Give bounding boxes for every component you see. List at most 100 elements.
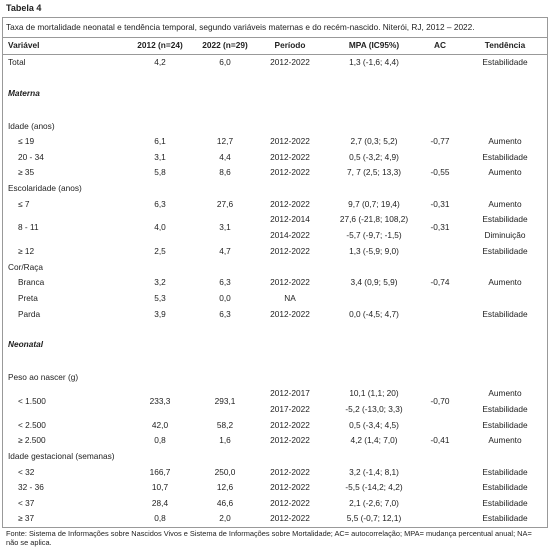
cell: Estabilidade <box>482 57 528 67</box>
rule <box>2 37 548 38</box>
row-label: < 1.500 <box>18 396 46 406</box>
cell: 3,1 <box>219 222 231 233</box>
section-label: Neonatal <box>8 339 44 350</box>
column-header: Período <box>274 40 306 50</box>
group-label: Idade (anos) <box>8 120 55 131</box>
cell: 2012-2022 <box>270 497 310 508</box>
column-header: MPA (IC95%) <box>348 40 400 50</box>
cell: 0,5 (-3,2; 4,9) <box>349 151 399 162</box>
column-header: AC <box>434 40 446 50</box>
rule <box>2 54 548 55</box>
cell: -0,31 <box>430 198 450 209</box>
cell: 58,2 <box>216 419 234 430</box>
cell: Aumento <box>488 277 522 288</box>
group-label: Peso ao nascer (g) <box>8 372 79 383</box>
row-label: 20 - 34 <box>18 151 44 162</box>
cell: -5,2 (-13,0; 3,3) <box>345 404 403 414</box>
row-label: ≥ 2.500 <box>18 435 46 446</box>
cell: 2,1 (-2,6; 7,0) <box>349 497 399 508</box>
cell: 2012-2022 <box>270 435 310 446</box>
cell: 2012-2022 <box>270 198 310 209</box>
cell: 46,6 <box>216 497 234 508</box>
row-label: Parda <box>18 308 41 319</box>
cell: Aumento <box>488 167 522 178</box>
row-label: 32 - 36 <box>18 482 44 493</box>
cell: 6,3 <box>219 277 231 288</box>
cell: 0,5 (-3,4; 4,5) <box>349 419 399 430</box>
cell: -0,55 <box>430 167 450 178</box>
cell: Estabilidade <box>482 214 528 225</box>
cell: Estabilidade <box>482 419 528 430</box>
cell: Aumento <box>488 435 522 446</box>
cell: 2012-2022 <box>270 136 310 147</box>
cell: 0,0 (-4,5; 4,7) <box>349 308 399 319</box>
cell: 2,7 (0,3; 5,2) <box>350 136 398 147</box>
cell: 4,4 <box>219 151 231 162</box>
cell: Diminuição <box>484 230 526 241</box>
cell: 4,2 (1,4; 7,0) <box>350 435 398 446</box>
cell: 2012-2022 <box>270 482 310 493</box>
cell: 42,0 <box>151 419 169 430</box>
cell: Aumento <box>488 198 522 209</box>
cell: 0,8 <box>154 513 166 524</box>
cell: 2012-2022 <box>270 308 310 319</box>
cell: 1,3 (-5,9; 9,0) <box>349 246 399 257</box>
row-label: 8 - 11 <box>18 222 39 233</box>
cell: 10,7 <box>151 482 169 493</box>
cell: 28,4 <box>151 497 169 508</box>
cell: Estabilidade <box>482 466 528 477</box>
cell: 8,6 <box>219 167 231 178</box>
section-label: Materna <box>8 87 40 98</box>
cell: -5,5 (-14,2; 4,2) <box>345 482 403 493</box>
cell: 2012-2017 <box>270 388 310 398</box>
footnote: Fonte: Sistema de Informações sobre Nasc… <box>6 529 532 547</box>
cell: Estabilidade <box>482 404 528 414</box>
row-label: < 2.500 <box>18 419 46 430</box>
cell: 4,2 <box>154 57 166 67</box>
row-label: Total <box>8 57 26 67</box>
cell: Estabilidade <box>482 513 528 524</box>
cell: 2012-2022 <box>270 419 310 430</box>
cell: Aumento <box>488 136 522 147</box>
cell: -0,41 <box>430 435 450 446</box>
cell: 2012-2022 <box>270 167 310 178</box>
cell: -0,70 <box>430 396 450 406</box>
cell: Estabilidade <box>482 151 528 162</box>
table-label: Tabela 4 <box>6 3 42 13</box>
column-header: 2012 (n=24) <box>137 40 183 50</box>
column-header: Variável <box>8 40 40 50</box>
cell: 4,7 <box>219 246 231 257</box>
cell: Estabilidade <box>482 308 528 319</box>
cell: 3,2 (-1,4; 8,1) <box>349 466 399 477</box>
cell: 4,0 <box>154 222 166 233</box>
cell: 2,5 <box>154 246 166 257</box>
table-caption: Taxa de mortalidade neonatal e tendência… <box>6 22 475 32</box>
cell: NA <box>284 293 296 303</box>
cell: 2012-2022 <box>270 151 310 162</box>
cell: 6,0 <box>219 57 231 67</box>
cell: 6,3 <box>219 308 231 319</box>
cell: 27,6 <box>216 198 234 209</box>
cell: 2017-2022 <box>270 404 310 414</box>
cell: 7, 7 (2,5; 13,3) <box>347 167 401 178</box>
cell: 2012-2022 <box>270 246 310 257</box>
row-label: ≤ 19 <box>18 136 35 147</box>
cell: 293,1 <box>214 396 236 406</box>
cell: 2012-2022 <box>270 466 310 477</box>
row-label: ≥ 37 <box>18 513 35 524</box>
cell: 250,0 <box>214 466 236 477</box>
cell: 27,6 (-21,8; 108,2) <box>339 214 409 225</box>
cell: -0,77 <box>430 136 450 147</box>
cell: 3,4 (0,9; 5,9) <box>350 277 398 288</box>
row-label: Branca <box>18 277 45 288</box>
cell: Estabilidade <box>482 482 528 493</box>
row-label: Preta <box>18 293 38 303</box>
cell: 2012-2022 <box>270 277 310 288</box>
group-label: Cor/Raça <box>8 261 44 272</box>
cell: 166,7 <box>149 466 171 477</box>
cell: 2012-2014 <box>270 214 310 225</box>
cell: -0,74 <box>430 277 450 288</box>
cell: 0,0 <box>219 293 231 303</box>
cell: 2012-2022 <box>270 513 310 524</box>
cell: Aumento <box>488 388 522 398</box>
